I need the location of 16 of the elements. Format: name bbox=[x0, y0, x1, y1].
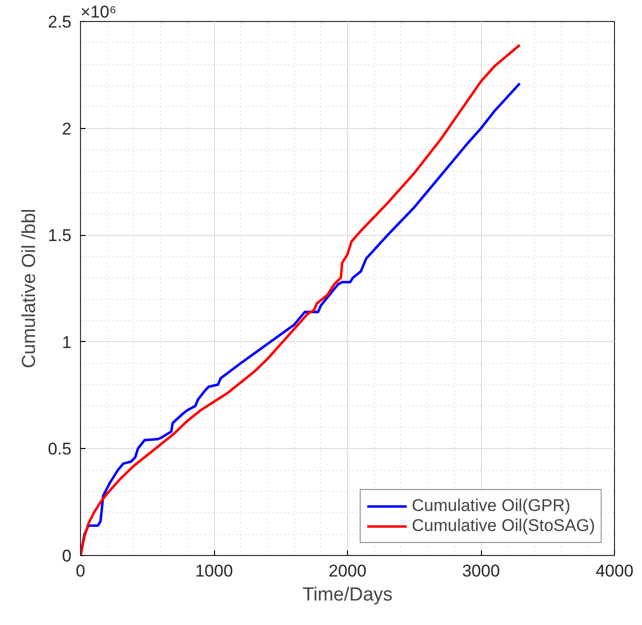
y-tick-label: 1.5 bbox=[48, 226, 72, 246]
x-tick-label: 4000 bbox=[596, 562, 634, 580]
y-tick-label: 2 bbox=[62, 119, 72, 138]
y-tick-label: 0 bbox=[62, 546, 72, 566]
x-tick-label: 3000 bbox=[462, 562, 500, 580]
y-tick-label: 1 bbox=[62, 332, 72, 352]
x-axis-title: Time/Days bbox=[302, 584, 393, 606]
legend-label: Cumulative Oil(StoSAG) bbox=[412, 516, 595, 536]
x-tick-label: 1000 bbox=[195, 562, 233, 580]
y-tick-label: 0.5 bbox=[48, 440, 72, 459]
x-tick-label: 0 bbox=[76, 562, 86, 580]
text: ×10⁶ bbox=[80, 2, 116, 22]
x-tick-label: 2000 bbox=[328, 562, 366, 580]
y-axis-title: Cumulative Oil /bbl bbox=[18, 208, 40, 368]
y-tick-label: 2.5 bbox=[48, 12, 72, 32]
legend-label: Cumulative Oil(GPR) bbox=[412, 496, 570, 516]
